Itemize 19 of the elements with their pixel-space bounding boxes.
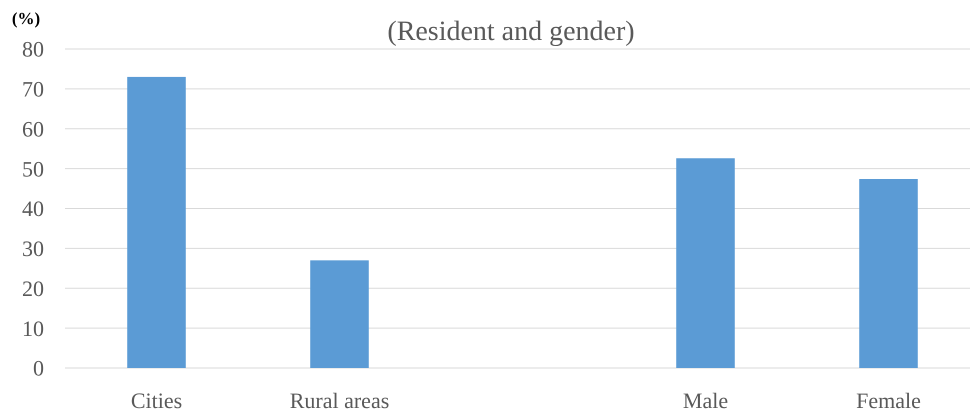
y-tick-label: 30	[22, 236, 44, 262]
y-tick-label: 0	[33, 356, 44, 381]
y-tick-label: 70	[22, 76, 44, 102]
y-tick-label: 60	[22, 116, 44, 142]
bar	[859, 178, 918, 368]
y-tick-label: 40	[22, 196, 44, 222]
bar	[310, 260, 369, 368]
chart-title: (Resident and gender)	[387, 16, 635, 47]
x-tick-label: Cities	[130, 388, 182, 413]
bar	[127, 76, 186, 368]
bar	[676, 158, 735, 368]
y-tick-label: 20	[22, 276, 44, 301]
x-tick-label: Male	[682, 388, 728, 413]
y-tick-label: 50	[22, 156, 44, 182]
y-axis-title: (%)	[12, 9, 40, 28]
y-tick-label: 10	[22, 316, 44, 341]
x-tick-label: Female	[856, 388, 921, 413]
x-tick-label: Rural areas	[290, 388, 390, 413]
y-tick-label: 80	[22, 36, 44, 62]
